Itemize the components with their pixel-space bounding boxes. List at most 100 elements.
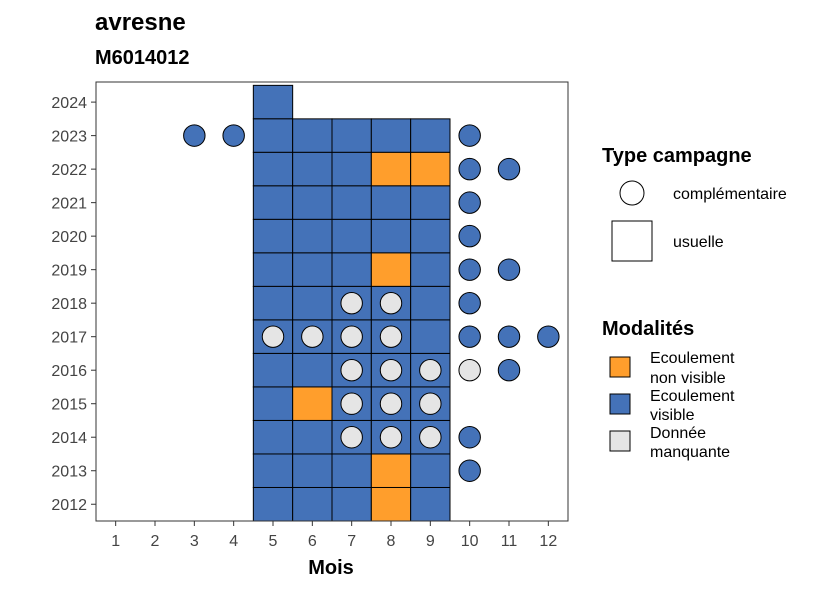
plot-border [95, 81, 569, 522]
x-tick-label-12: 12 [539, 533, 557, 550]
y-tick-label-2016: 2016 [51, 363, 87, 380]
point-2014-9-donnee-manquante [419, 425, 442, 449]
y-tick-label-2018: 2018 [51, 296, 87, 313]
cell-2013-9-ecoulement-visible [410, 453, 451, 488]
point-2023-4-ecoulement-visible [222, 124, 245, 147]
cell-2021-8-ecoulement-visible [370, 185, 412, 220]
legend-label-non-visible-1: Ecoulement [650, 350, 735, 367]
point-2014-8-donnee-manquante [379, 425, 403, 449]
x-tick-label-6: 6 [308, 533, 317, 550]
chart-subtitle: M6014012 [95, 47, 190, 69]
cell-2019-9-ecoulement-visible [410, 252, 451, 287]
cell-2018-6-ecoulement-visible [292, 285, 333, 321]
cell-2014-6-ecoulement-visible [292, 419, 333, 455]
point-2018-7-donnee-manquante [340, 291, 363, 315]
cell-2022-7-ecoulement-visible [331, 151, 372, 187]
cell-2024-5-ecoulement-visible [252, 84, 294, 120]
cell-2012-9-ecoulement-visible [410, 486, 451, 522]
point-2017-7-donnee-manquante [340, 325, 363, 348]
x-tick-label-11: 11 [501, 533, 518, 550]
legend-square-symbol [611, 220, 653, 262]
y-tick-label-2012: 2012 [51, 497, 87, 514]
y-tick-label-2023: 2023 [51, 129, 87, 146]
chart-title: avresne [95, 9, 186, 36]
point-2015-9-donnee-manquante [419, 392, 442, 415]
point-2021-10-ecoulement-visible [458, 191, 481, 214]
point-2013-10-ecoulement-visible [458, 459, 481, 482]
cell-2016-5-ecoulement-visible [252, 352, 294, 388]
legend: Type campagne complémentaire usuelle Mod… [602, 145, 787, 461]
cell-2019-5-ecoulement-visible [252, 252, 294, 287]
cell-2014-5-ecoulement-visible [252, 419, 294, 455]
legend-title-type: Type campagne [602, 145, 752, 167]
legend-title-modalites: Modalités [602, 318, 694, 340]
point-2019-10-ecoulement-visible [458, 258, 481, 281]
cell-2023-5-ecoulement-visible [252, 118, 294, 153]
cell-2023-6-ecoulement-visible [292, 118, 333, 153]
x-tick-label-10: 10 [461, 533, 479, 550]
cell-2020-7-ecoulement-visible [331, 218, 372, 254]
legend-label-visible-1: Ecoulement [650, 388, 735, 405]
cell-2019-8-ecoulement-non-visible [370, 252, 412, 287]
cell-2018-9-ecoulement-visible [410, 285, 451, 321]
point-2020-10-ecoulement-visible [458, 224, 481, 248]
legend-label-usuelle: usuelle [673, 234, 724, 251]
point-2023-3-ecoulement-visible [183, 124, 206, 147]
point-2015-7-donnee-manquante [340, 392, 363, 415]
point-2023-10-ecoulement-visible [458, 124, 481, 147]
x-tick-label-9: 9 [426, 533, 435, 550]
point-2018-10-ecoulement-visible [458, 291, 481, 315]
point-2017-5-donnee-manquante [261, 325, 285, 348]
point-2015-8-donnee-manquante [379, 392, 403, 415]
x-axis: 1 2 3 4 5 6 7 8 9 10 11 12 [111, 521, 557, 550]
y-tick-label-2013: 2013 [51, 464, 87, 481]
cell-2022-6-ecoulement-visible [292, 151, 333, 187]
plot-area [95, 81, 569, 522]
point-2019-11-ecoulement-visible [497, 258, 521, 281]
x-axis-title: Mois [308, 557, 354, 579]
legend-key-manquante [609, 430, 631, 452]
point-2022-10-ecoulement-visible [458, 157, 481, 181]
cell-2012-6-ecoulement-visible [292, 486, 333, 522]
cell-2020-9-ecoulement-visible [410, 218, 451, 254]
cell-2021-9-ecoulement-visible [410, 185, 451, 220]
cell-2012-5-ecoulement-visible [252, 486, 294, 522]
y-tick-label-2017: 2017 [51, 330, 87, 347]
x-tick-label-3: 3 [190, 533, 199, 550]
cell-2023-8-ecoulement-visible [370, 118, 412, 153]
cell-2018-5-ecoulement-visible [252, 285, 294, 321]
point-2017-6-donnee-manquante [301, 325, 324, 348]
cell-2015-6-ecoulement-non-visible [292, 386, 333, 421]
cell-2017-9-ecoulement-visible [410, 319, 451, 354]
legend-circle-symbol [619, 180, 645, 206]
cell-2023-9-ecoulement-visible [410, 118, 451, 153]
y-axis: 2012 2013 2014 2015 2016 2017 2018 2019 2020 2021… [51, 95, 96, 514]
cell-2013-5-ecoulement-visible [252, 453, 294, 488]
cell-2012-8-ecoulement-non-visible [370, 486, 412, 522]
point-2017-11-ecoulement-visible [497, 325, 521, 348]
legend-label-visible-2: visible [650, 407, 695, 424]
cell-2015-5-ecoulement-visible [252, 386, 294, 421]
legend-label-manquante-2: manquante [650, 444, 730, 461]
cell-2022-8-ecoulement-non-visible [370, 151, 412, 187]
y-tick-label-2020: 2020 [51, 229, 87, 246]
cell-2020-8-ecoulement-visible [370, 218, 412, 254]
cell-2013-6-ecoulement-visible [292, 453, 333, 488]
point-2016-10-donnee-manquante [458, 358, 481, 382]
cell-2013-8-ecoulement-non-visible [370, 453, 412, 488]
point-2022-11-ecoulement-visible [497, 157, 521, 181]
cell-2019-6-ecoulement-visible [292, 252, 333, 287]
y-tick-label-2015: 2015 [51, 397, 87, 414]
cell-2021-7-ecoulement-visible [331, 185, 372, 220]
point-2016-11-ecoulement-visible [497, 358, 521, 382]
point-2014-10-ecoulement-visible [458, 425, 481, 449]
legend-label-non-visible-2: non visible [650, 370, 726, 387]
x-tick-label-4: 4 [229, 533, 238, 550]
point-2017-10-ecoulement-visible [458, 325, 481, 348]
cell-2013-7-ecoulement-visible [331, 453, 372, 488]
x-tick-label-1: 1 [111, 533, 120, 550]
y-tick-label-2022: 2022 [51, 162, 87, 179]
x-tick-label-5: 5 [269, 533, 278, 550]
point-2017-8-donnee-manquante [379, 325, 403, 348]
